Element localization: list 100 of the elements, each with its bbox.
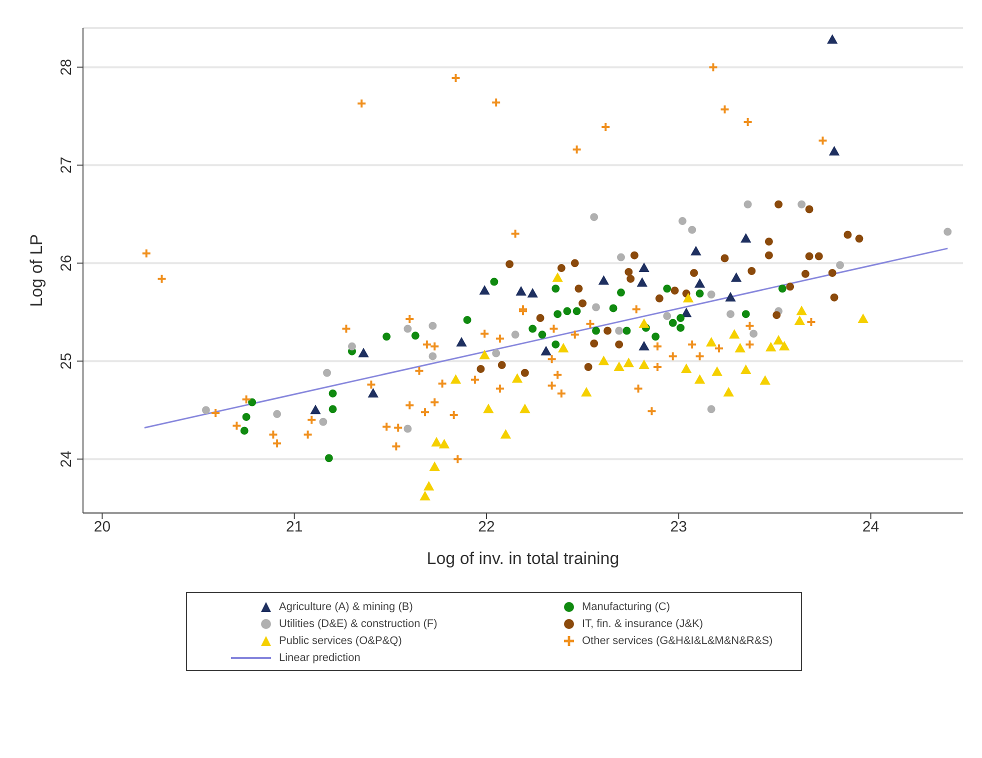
point (688, 226, 696, 234)
point (744, 339, 755, 350)
point (706, 338, 716, 347)
point (341, 324, 352, 334)
point (480, 328, 490, 339)
point (552, 272, 563, 282)
point (637, 278, 648, 287)
point (241, 394, 252, 404)
point (512, 374, 522, 383)
point (437, 378, 448, 389)
point (614, 362, 624, 372)
point (248, 398, 256, 406)
point (554, 310, 562, 318)
point (240, 426, 248, 435)
point (424, 482, 434, 491)
point (500, 430, 511, 439)
point (430, 341, 440, 352)
point (639, 263, 650, 272)
point (630, 251, 638, 260)
point (858, 314, 868, 323)
point (536, 314, 544, 322)
point (794, 316, 805, 325)
point (779, 341, 790, 350)
point (774, 200, 783, 208)
point (422, 339, 432, 350)
point (393, 422, 404, 433)
point (310, 405, 320, 414)
point (624, 268, 633, 276)
legend-label: Linear prediction (279, 652, 360, 664)
point (420, 491, 430, 500)
point (798, 200, 806, 208)
point (570, 330, 580, 340)
point (676, 314, 685, 322)
point (302, 430, 313, 440)
point (528, 288, 538, 298)
x-axis-title: Log of inv. in total training (426, 549, 620, 568)
point (382, 422, 392, 432)
point (944, 228, 952, 236)
point (694, 278, 705, 288)
point (694, 374, 705, 384)
point (498, 361, 506, 370)
point (590, 213, 598, 222)
point (844, 230, 852, 239)
point (668, 318, 677, 327)
point (764, 251, 773, 260)
point (639, 341, 650, 350)
point (391, 441, 402, 452)
point (366, 380, 376, 390)
point (828, 268, 836, 277)
legend-label: Public services (O&P&Q) (279, 635, 402, 647)
point (731, 272, 742, 282)
point (411, 332, 420, 340)
point (511, 330, 520, 339)
point (456, 338, 467, 347)
point (491, 97, 502, 108)
point (631, 304, 642, 314)
point (604, 326, 612, 335)
point (855, 234, 864, 243)
point (546, 380, 557, 391)
point (319, 418, 328, 426)
point (492, 349, 500, 358)
point (830, 293, 838, 302)
point (600, 122, 611, 132)
point (572, 144, 582, 154)
legend-label: Manufacturing (C) (582, 601, 670, 613)
y-axis-title: Log of LP (27, 234, 46, 307)
point (584, 363, 592, 372)
point (622, 326, 631, 335)
point (598, 356, 609, 366)
point (574, 284, 583, 293)
point (805, 252, 814, 260)
point (652, 332, 660, 341)
point (404, 314, 415, 324)
point (358, 348, 369, 358)
point (609, 304, 618, 312)
point (796, 306, 807, 316)
point (480, 286, 490, 295)
point (428, 322, 437, 330)
point (552, 370, 563, 380)
point (778, 284, 786, 293)
point (202, 406, 210, 414)
point (742, 117, 753, 128)
point (740, 364, 751, 374)
y-tick-label: 27 (58, 156, 75, 174)
point (323, 368, 332, 377)
point (712, 366, 722, 376)
point (720, 254, 729, 262)
point (748, 266, 756, 275)
point (678, 217, 686, 226)
x-tick-label: 23 (670, 518, 687, 536)
point (368, 388, 378, 398)
point (546, 354, 557, 364)
point (570, 259, 579, 268)
point (328, 405, 337, 414)
point (681, 364, 692, 373)
point (590, 339, 598, 348)
point (483, 404, 494, 414)
legend-label: Agriculture (A) & mining (B) (279, 601, 413, 613)
point (541, 346, 552, 356)
point (414, 366, 424, 376)
